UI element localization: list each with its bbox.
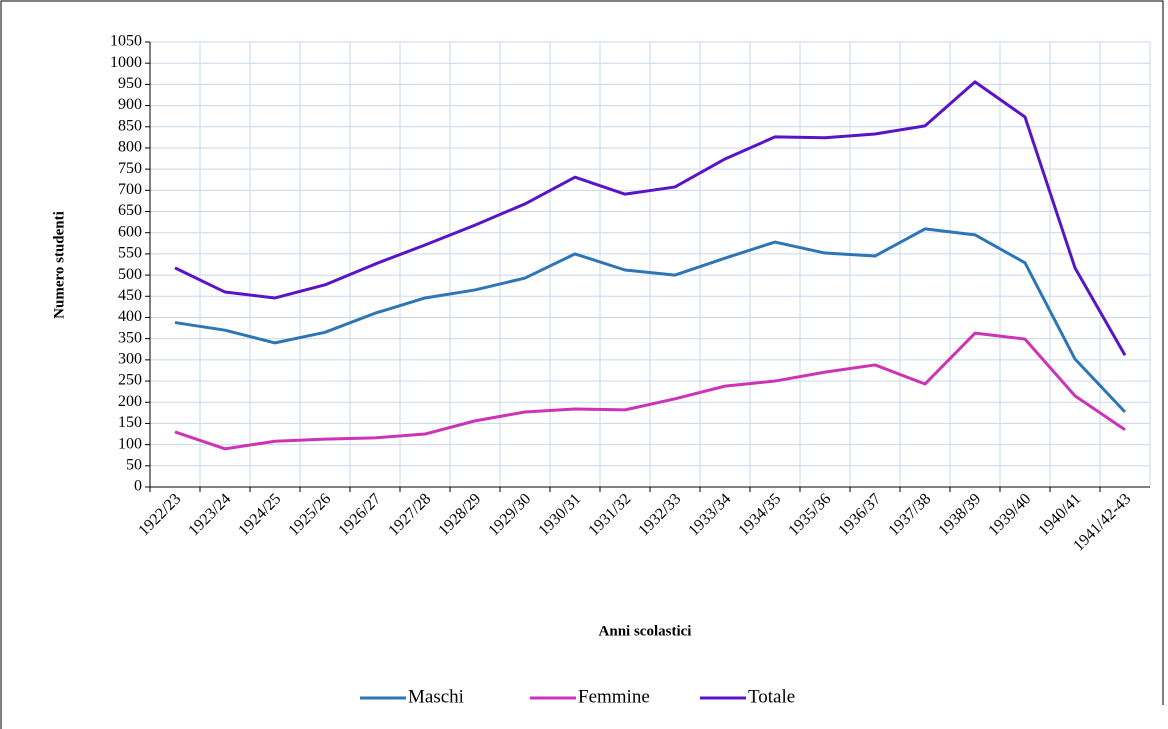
series-line [174,80,1127,356]
y-tick-label: 50 [126,456,142,473]
x-tick-label: 1930/31 [535,490,584,539]
y-tick-label: 150 [118,414,142,431]
x-tick-label: 1936/37 [835,490,884,539]
x-tick-label: 1932/33 [635,490,684,539]
legend-label: Femmine [578,686,650,707]
y-axis-title: Numero studenti [51,211,67,319]
y-tick-label: 1050 [110,33,142,50]
x-tick-label: 1934/35 [735,490,784,539]
x-tick-label: 1933/34 [685,490,734,539]
x-axis-title: Anni scolastici [599,623,692,639]
y-tick-label: 700 [118,181,142,198]
x-tick-label: 1937/38 [885,490,934,539]
x-tick-label: 1926/27 [335,490,384,539]
y-tick-label: 1000 [110,54,142,71]
y-tick-label: 200 [118,393,142,410]
y-tick-label: 450 [118,287,142,304]
legend-label: Totale [748,686,795,707]
x-tick-label: 1931/32 [585,490,634,539]
y-tick-label: 300 [118,351,142,368]
y-tick-label: 800 [118,139,142,156]
y-tick-label: 400 [118,308,142,325]
x-tick-label: 1938/39 [935,490,984,539]
y-tick-label: 750 [118,160,142,177]
x-tick-label: 1939/40 [985,490,1034,539]
y-tick-label: 350 [118,329,142,346]
x-tick-label: 1925/26 [285,490,334,539]
x-tick-label: 1924/25 [235,490,284,539]
y-tick-label: 500 [118,266,142,283]
y-tick-label: 900 [118,96,142,113]
x-tick-label: 1928/29 [435,490,484,539]
x-tick-label: 1927/28 [385,490,434,539]
y-tick-label: 250 [118,372,142,389]
x-tick-label: 1923/24 [185,490,234,539]
y-tick-label: 600 [118,223,142,240]
series-line [174,227,1127,414]
y-tick-label: 950 [118,75,142,92]
y-tick-label: 650 [118,202,142,219]
y-tick-label: 850 [118,117,142,134]
series-line [174,331,1126,451]
legend-label: Maschi [408,686,464,707]
y-tick-label: 550 [118,245,142,262]
y-tick-label: 0 [134,478,142,495]
y-tick-label: 100 [118,435,142,452]
x-tick-label: 1935/36 [785,490,834,539]
x-tick-label: 1940/41 [1035,490,1084,539]
x-tick-label: 1929/30 [485,490,534,539]
x-tick-label: 1922/23 [135,490,184,539]
